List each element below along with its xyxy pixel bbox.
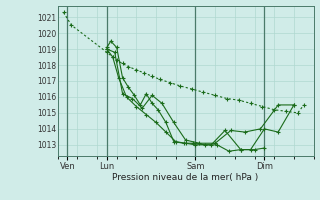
X-axis label: Pression niveau de la mer( hPa ): Pression niveau de la mer( hPa ) <box>112 173 259 182</box>
